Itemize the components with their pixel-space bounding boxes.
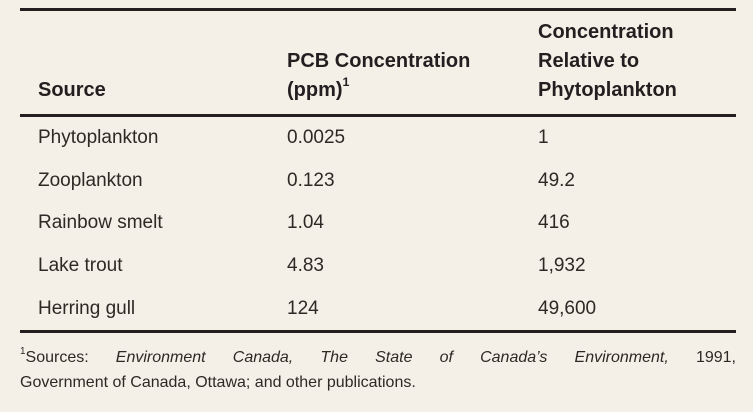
header-footnote-marker: 1 (342, 75, 350, 90)
footnote-year: 1991, (668, 348, 736, 366)
cell-source: Rainbow smelt (38, 212, 163, 234)
column-header-relative-line2: Relative to (538, 50, 640, 72)
column-header-pcb-line1: PCB Concentration (287, 50, 471, 72)
table-row: Phytoplankton 0.0025 1 (20, 117, 736, 160)
cell-relative-concentration: 49,600 (538, 297, 597, 319)
column-header-source: Source (38, 79, 106, 101)
table-row: Lake trout 4.83 1,932 (20, 245, 736, 288)
top-rule (20, 8, 736, 11)
cell-pcb-concentration: 0.123 (287, 169, 335, 191)
header-rule (20, 114, 736, 117)
table-row: Rainbow smelt 1.04 416 (20, 202, 736, 245)
table-row: Zooplankton 0.123 49.2 (20, 160, 736, 203)
column-header-relative-line1: Concentration (538, 21, 674, 43)
footnote-marker: 1 (20, 345, 26, 357)
cell-relative-concentration: 49.2 (538, 169, 575, 191)
cell-pcb-concentration: 124 (287, 297, 319, 319)
cell-source: Phytoplankton (38, 127, 159, 149)
table-row: Herring gull 124 49,600 (20, 287, 736, 330)
cell-source: Lake trout (38, 255, 123, 277)
cell-source: Zooplankton (38, 169, 143, 191)
cell-pcb-concentration: 0.0025 (287, 127, 346, 149)
table-header: Source PCB Concentration (ppm)1 Concentr… (20, 11, 736, 114)
footnote: 1Sources: Environment Canada, The State … (20, 345, 736, 395)
table-body: Phytoplankton 0.0025 1 Zooplankton 0.123… (20, 117, 736, 330)
footnote-line2: Government of Canada, Ottawa; and other … (20, 373, 416, 391)
footnote-lead: Sources: (25, 348, 116, 366)
column-header-pcb: PCB Concentration (ppm)1 (287, 47, 538, 105)
cell-relative-concentration: 1 (538, 127, 549, 149)
cell-relative-concentration: 416 (538, 212, 570, 234)
cell-relative-concentration: 1,932 (538, 255, 586, 277)
column-header-relative-line3: Phytoplankton (538, 79, 677, 101)
cell-pcb-concentration: 1.04 (287, 212, 324, 234)
footnote-source-title: Environment Canada, The State of Canada’… (115, 348, 669, 366)
cell-source: Herring gull (38, 297, 136, 319)
cell-pcb-concentration: 4.83 (287, 255, 324, 277)
table-content: Source PCB Concentration (ppm)1 Concentr… (20, 8, 736, 395)
bottom-rule (20, 329, 736, 333)
footnote-line1: 1Sources: Environment Canada, The State … (20, 345, 736, 370)
column-header-relative: Concentration Relative to Phytoplankton (538, 18, 736, 105)
column-header-pcb-line2: (ppm) (287, 79, 343, 101)
